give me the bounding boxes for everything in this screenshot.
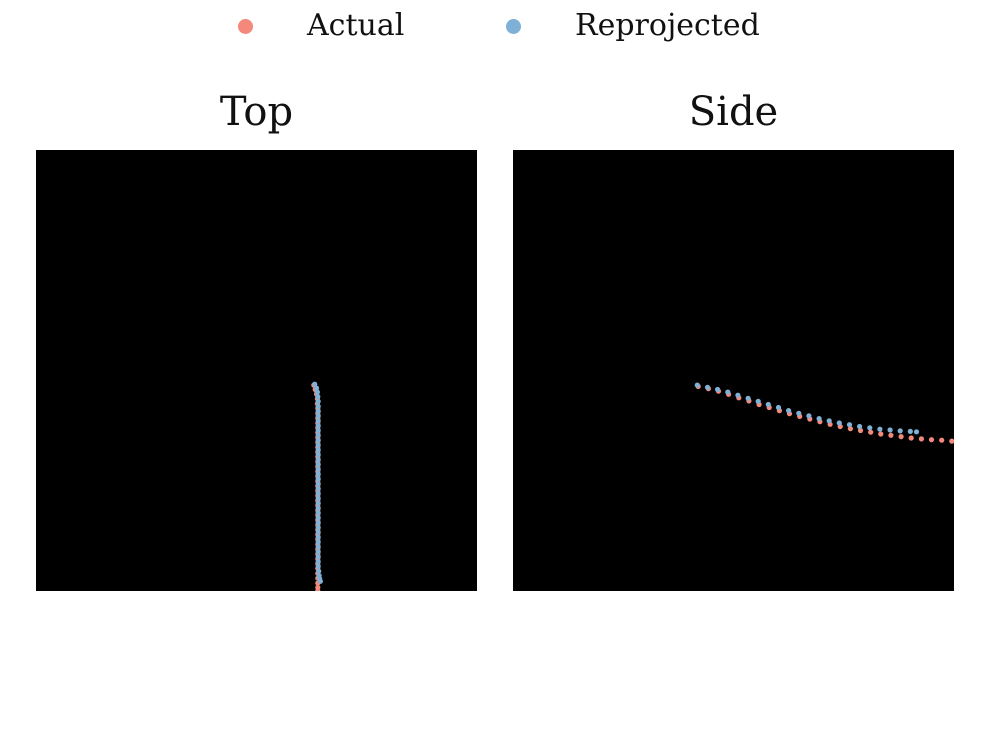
point-reprojected (715, 386, 721, 393)
point-reprojected (315, 408, 321, 414)
point-reprojected (887, 427, 893, 433)
point-reprojected (315, 544, 321, 550)
point-reprojected (907, 428, 913, 434)
plot-background (513, 150, 954, 591)
point-reprojected (315, 393, 321, 400)
point-actual (908, 435, 914, 441)
point-reprojected (315, 413, 321, 419)
point-reprojected (315, 563, 321, 569)
point-reprojected (704, 384, 711, 390)
point-reprojected (317, 578, 323, 584)
point-actual (928, 437, 935, 443)
point-actual (898, 434, 904, 440)
legend-item-actual: Actual (238, 8, 404, 44)
point-reprojected (315, 539, 321, 545)
point-reprojected (816, 416, 822, 422)
point-reprojected (315, 466, 321, 472)
point-reprojected (315, 495, 321, 501)
point-reprojected (315, 515, 321, 521)
point-reprojected (315, 510, 321, 516)
legend-label-reprojected: Reprojected (575, 8, 760, 43)
point-reprojected (897, 428, 903, 434)
legend-marker-reprojected-icon (506, 18, 521, 34)
point-reprojected (315, 418, 321, 424)
point-reprojected (755, 398, 761, 404)
point-reprojected (315, 403, 321, 409)
point-actual (939, 437, 945, 443)
point-actual (315, 588, 321, 591)
point-reprojected (315, 549, 321, 555)
point-actual (868, 429, 874, 435)
point-reprojected (725, 389, 731, 395)
panel-title-top: Top (219, 89, 294, 135)
point-reprojected (735, 392, 741, 398)
point-actual (878, 431, 884, 437)
point-actual (918, 436, 924, 442)
point-reprojected (877, 426, 883, 432)
point-reprojected (315, 558, 321, 565)
point-reprojected (315, 427, 321, 434)
point-reprojected (857, 423, 863, 430)
point-reprojected (796, 410, 802, 416)
point-reprojected (315, 520, 321, 526)
panel-title-side: Side (688, 89, 779, 135)
point-reprojected (315, 554, 321, 560)
point-reprojected (315, 432, 321, 438)
point-reprojected (775, 404, 782, 411)
plot-top (36, 150, 477, 591)
point-reprojected (806, 413, 812, 419)
point-reprojected (315, 476, 321, 482)
point-reprojected (315, 398, 321, 404)
point-actual (888, 432, 894, 438)
point-reprojected (315, 486, 321, 492)
point-reprojected (913, 429, 920, 435)
series-reprojected (694, 382, 920, 435)
point-actual (857, 427, 864, 434)
point-reprojected (315, 457, 321, 463)
plot-background (36, 150, 477, 591)
point-reprojected (315, 524, 321, 531)
point-reprojected (315, 529, 321, 535)
point-reprojected (315, 447, 321, 453)
point-reprojected (745, 395, 751, 401)
point-reprojected (315, 442, 321, 448)
point-reprojected (867, 425, 873, 431)
point-reprojected (786, 408, 792, 414)
point-reprojected (313, 385, 320, 391)
point-reprojected (315, 461, 321, 467)
point-reprojected (846, 422, 853, 428)
point-reprojected (765, 401, 771, 408)
point-reprojected (312, 381, 318, 387)
point-actual (949, 438, 954, 444)
point-reprojected (315, 534, 321, 540)
point-reprojected (315, 505, 321, 511)
point-reprojected (315, 437, 321, 443)
series-reprojected (312, 381, 323, 584)
legend-item-reprojected: Reprojected (506, 8, 760, 44)
point-reprojected (315, 471, 321, 477)
point-reprojected (315, 452, 321, 458)
legend-marker-actual-icon (238, 18, 253, 34)
legend-label-actual: Actual (307, 8, 405, 43)
legend: Actual Reprojected (0, 0, 990, 56)
point-reprojected (694, 382, 700, 388)
point-reprojected (315, 490, 321, 497)
point-reprojected (826, 418, 832, 424)
point-actual (847, 426, 853, 432)
point-reprojected (315, 481, 321, 487)
point-reprojected (315, 500, 321, 506)
plot-side (513, 150, 954, 591)
point-reprojected (315, 423, 321, 429)
point-reprojected (314, 389, 320, 395)
point-reprojected (316, 568, 322, 574)
point-reprojected (836, 420, 842, 426)
